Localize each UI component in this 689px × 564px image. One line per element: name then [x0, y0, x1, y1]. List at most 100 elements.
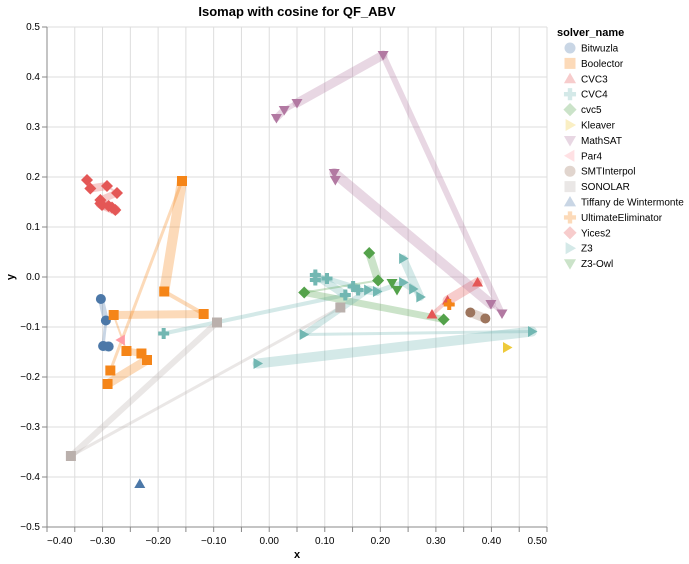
x-tick-label: −0.10	[201, 536, 227, 547]
legend-label: MathSAT	[581, 136, 622, 147]
point-z3-owl	[391, 286, 403, 296]
legend-label: Yices2	[581, 228, 611, 239]
y-tick-label: 0.2	[26, 172, 40, 183]
point-cvc4	[339, 289, 351, 301]
point-z3	[399, 253, 409, 264]
x-tick-label: 0.30	[426, 536, 446, 547]
point-smtinterpol	[465, 307, 476, 318]
legend-item-par4: Par4	[563, 149, 603, 162]
point-sonolar	[212, 317, 222, 328]
line-boolector	[159, 176, 187, 297]
point-mathsat	[270, 114, 282, 124]
point-cvc4	[158, 328, 170, 339]
legend-item-cvc3: CVC3	[563, 72, 608, 85]
legend-item-kleaver: Kleaver	[565, 118, 616, 132]
line-z3	[399, 254, 425, 301]
point-bitwuzla	[103, 341, 114, 352]
point-mathsat	[496, 309, 508, 319]
point-cvc4	[321, 273, 333, 284]
point-cvc4	[347, 281, 359, 292]
y-tick-label: −0.1	[20, 322, 40, 333]
legend-item-bitwuzla: Bitwuzla	[564, 42, 619, 55]
line-sonolar	[69, 306, 342, 458]
legend-item-z3: Z3	[565, 242, 593, 255]
point-z3	[416, 291, 426, 303]
point-boolector	[177, 176, 187, 186]
point-mathsat	[329, 176, 341, 186]
point-cvc5	[363, 247, 376, 259]
series-lines	[67, 50, 537, 459]
point-bitwuzla	[95, 294, 106, 304]
point-mathsat	[291, 99, 303, 109]
legend-label: Tiffany de Wintermonte	[581, 198, 684, 209]
line-boolector	[103, 355, 152, 389]
line-cvc5	[365, 249, 383, 285]
legend-item-boolector: Boolector	[564, 57, 624, 70]
point-z3	[528, 326, 538, 337]
legend-symbol-yices2	[563, 226, 577, 240]
x-axis-title: x	[294, 549, 301, 561]
x-tick-label: −0.20	[145, 536, 171, 547]
legend-label: SMTInterpol	[581, 167, 635, 178]
y-tick-label: −0.5	[20, 522, 40, 533]
legend: solver_name Bitwuzla Boolector CVC3 CVC4 cvc…	[557, 27, 684, 270]
point-tiffany-de-wintermonte	[134, 478, 146, 488]
point-cvc3	[472, 277, 484, 287]
legend-symbol-boolector	[564, 57, 576, 69]
y-tick-label: 0.5	[26, 22, 40, 33]
line-mathsat	[292, 50, 388, 108]
legend-label: CVC3	[581, 74, 608, 85]
point-mathsat	[485, 300, 497, 310]
point-cvc5	[372, 274, 385, 287]
series-points	[65, 51, 538, 488]
line-sonolar	[67, 319, 220, 459]
x-tick-label: 0.20	[371, 536, 391, 547]
x-tick-label: 0.00	[259, 536, 279, 547]
y-axis-title: y	[5, 273, 17, 280]
x-tick-label: 0.10	[315, 536, 335, 547]
point-cvc5	[298, 286, 311, 299]
point-mathsat	[328, 169, 340, 179]
point-z3	[409, 283, 419, 295]
point-z3	[399, 277, 409, 288]
legend-symbol-z3	[565, 242, 577, 255]
line-boolector	[109, 310, 208, 319]
point-z3	[373, 286, 383, 297]
point-bitwuzla	[100, 315, 111, 326]
legend-item-smtinterpol: SMTInterpol	[564, 165, 635, 178]
line-mathsat	[329, 168, 496, 309]
legend-title: solver_name	[557, 27, 624, 39]
legend-label: cvc5	[581, 105, 602, 116]
legend-label: CVC4	[581, 90, 608, 101]
line-cvc3	[442, 277, 483, 306]
point-z3	[299, 329, 310, 340]
legend-label: Z3	[581, 244, 593, 255]
y-tick-label: −0.3	[20, 422, 40, 433]
legend-symbol-z3-owl	[563, 259, 577, 270]
point-par4	[115, 334, 125, 346]
x-tick-label: 0.40	[482, 536, 502, 547]
legend-label: Kleaver	[581, 121, 616, 132]
line-z3	[374, 280, 406, 294]
legend-label: Z3-Owl	[581, 259, 613, 270]
point-boolector	[105, 365, 116, 376]
line-cvc5	[300, 289, 448, 323]
legend-label: SONOLAR	[581, 182, 630, 193]
y-tick-label: 0.3	[26, 122, 40, 133]
point-boolector	[159, 286, 170, 297]
legend-item-yices2: Yices2	[563, 226, 611, 240]
legend-symbol-mathsat	[563, 136, 577, 147]
y-tick-label: −0.4	[20, 472, 40, 483]
legend-symbol-kleaver	[565, 118, 577, 132]
point-yices2	[111, 187, 123, 199]
point-sonolar	[335, 302, 346, 313]
point-mathsat	[278, 106, 290, 116]
legend-label: Boolector	[581, 59, 624, 70]
legend-symbol-cvc3	[563, 72, 577, 84]
axes: −0.40 −0.30 −0.20 −0.10 0.00 0.10 0.20 0.30 0.40…	[20, 22, 548, 547]
line-boolector	[162, 289, 206, 316]
point-cvc5	[437, 313, 450, 326]
line-z3	[302, 330, 534, 336]
line-z3	[252, 326, 537, 369]
